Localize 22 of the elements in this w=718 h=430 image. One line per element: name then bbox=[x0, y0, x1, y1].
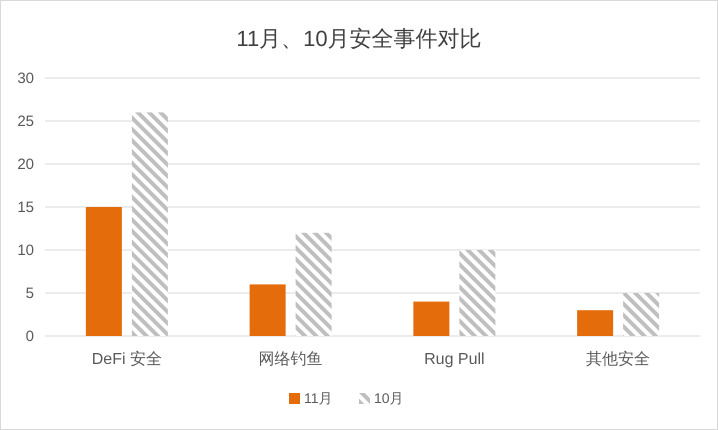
x-tick-label: Rug Pull bbox=[424, 351, 485, 368]
x-tick-label: 网络钓鱼 bbox=[258, 350, 323, 368]
y-tick-label: 20 bbox=[17, 156, 34, 173]
bar bbox=[250, 284, 286, 336]
bar bbox=[577, 310, 614, 336]
y-tick-label: 5 bbox=[26, 285, 34, 302]
legend-label: 11月 bbox=[304, 390, 333, 406]
y-tick-label: 15 bbox=[17, 199, 34, 216]
legend-label: 10月 bbox=[374, 390, 404, 406]
y-tick-label: 30 bbox=[17, 70, 34, 87]
bar bbox=[86, 207, 122, 336]
y-tick-label: 0 bbox=[26, 328, 34, 345]
chart-title: 11月、10月安全事件对比 bbox=[236, 26, 482, 51]
x-tick-label: 其他安全 bbox=[586, 350, 650, 368]
bar bbox=[413, 302, 450, 336]
y-tick-label: 10 bbox=[17, 242, 34, 259]
x-tick-label: DeFi 安全 bbox=[92, 350, 162, 368]
bar bbox=[296, 232, 332, 336]
bar bbox=[623, 293, 660, 336]
bar bbox=[459, 250, 496, 336]
y-tick-label: 25 bbox=[17, 113, 34, 130]
bar bbox=[132, 112, 168, 336]
